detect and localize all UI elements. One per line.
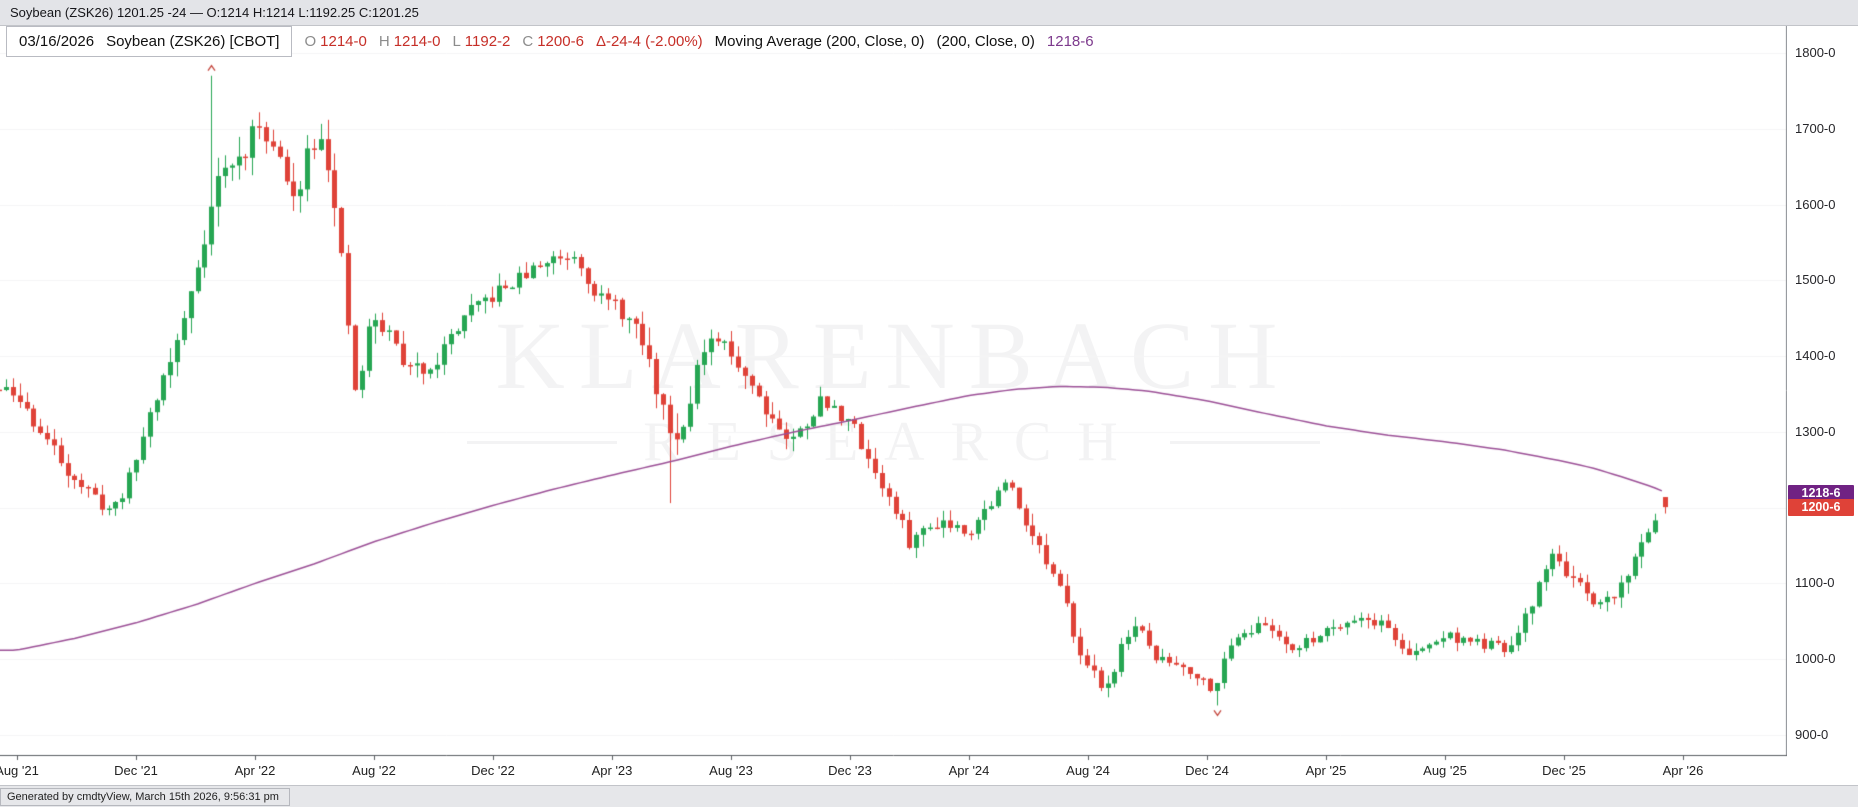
ohlc-letter: L — [452, 33, 461, 50]
price-chart-canvas[interactable] — [0, 26, 1787, 785]
price-tick-label: 1400-0 — [1795, 348, 1836, 364]
price-tick-label: 1300-0 — [1795, 423, 1836, 439]
time-tick-label: Dec '25 — [1542, 763, 1586, 778]
price-tick-label: 1100-0 — [1795, 575, 1835, 591]
ohlc-pair: C 1200-6 — [522, 33, 584, 50]
window-titlebar: Soybean (ZSK26) 1201.25 -24 — O:1214 H:1… — [0, 0, 1858, 26]
time-tick-label: Aug '25 — [1423, 763, 1467, 778]
price-badge: 1218-6 — [1788, 485, 1854, 503]
time-tick-label: Dec '23 — [828, 763, 872, 778]
symbol-box[interactable]: 03/16/2026 Soybean (ZSK26) [CBOT] — [6, 26, 293, 57]
footer-bar: Generated by cmdtyView, March 15th 2026,… — [0, 785, 1858, 807]
time-tick-label: Apr '26 — [1662, 763, 1704, 778]
study-params: (200, Close, 0) — [936, 33, 1035, 50]
chart-date: 03/16/2026 — [19, 33, 95, 50]
price-tick-label: 1600-0 — [1795, 196, 1836, 212]
time-tick-label: Apr '24 — [948, 763, 990, 778]
time-tick-label: Aug '22 — [352, 763, 396, 778]
price-badge: 1200-6 — [1788, 499, 1854, 517]
ohlc-letter: C — [522, 33, 534, 50]
time-tick-label: Apr '23 — [591, 763, 633, 778]
ohlc-pair: H 1214-0 — [379, 33, 441, 50]
generated-by-label: Generated by cmdtyView, March 15th 2026,… — [0, 788, 290, 806]
study-value: 1218-6 — [1046, 33, 1094, 50]
price-tick-label: 1700-0 — [1795, 120, 1836, 136]
price-axis[interactable]: 1800-0 1700-0 1600-0 1500-0 1400-0 1300-0 1200… — [1787, 26, 1858, 785]
ohlc-letter: O — [304, 33, 317, 50]
time-axis[interactable]: Aug '21 Dec '21 Apr '22 Aug '22 Dec '22 Apr '… — [0, 759, 1787, 785]
chart-panel: KLARENBACH RESEARCH 03/16/2026 Soybean (… — [0, 26, 1858, 785]
window-title: Soybean (ZSK26) 1201.25 -24 — O:1214 H:1… — [10, 5, 419, 20]
ohlc-value: 1192-2 — [464, 33, 511, 50]
price-tick-label: 900-0 — [1795, 727, 1829, 742]
time-tick-label: Dec '21 — [114, 763, 158, 778]
ohlc-value: 1200-6 — [537, 33, 584, 50]
ohlc-group: O 1214-0 H 1214-0 L 1192-2 C 1200-6 — [304, 33, 583, 50]
time-tick-label: Aug '23 — [709, 763, 753, 778]
time-tick-label: Apr '22 — [234, 763, 276, 778]
time-tick-label: Aug '24 — [1066, 763, 1110, 778]
ohlc-value: 1214-0 — [320, 33, 367, 50]
ohlc-pair: L 1192-2 — [452, 33, 510, 50]
price-tick-label: 1800-0 — [1795, 45, 1836, 60]
ohlc-pair: O 1214-0 — [304, 33, 366, 50]
time-tick-label: Dec '24 — [1185, 763, 1229, 778]
price-tick-label: 1500-0 — [1795, 272, 1836, 288]
study-label[interactable]: Moving Average (200, Close, 0) — [714, 33, 925, 50]
time-tick-label: Dec '22 — [471, 763, 515, 778]
time-tick-label: Aug '21 — [0, 763, 39, 778]
ohlc-value: 1214-0 — [393, 33, 441, 50]
chart-header: 03/16/2026 Soybean (ZSK26) [CBOT] O 1214-… — [6, 26, 1094, 57]
price-tick-label: 1000-0 — [1795, 651, 1836, 667]
time-tick-label: Apr '25 — [1305, 763, 1347, 778]
chart-symbol: Soybean (ZSK26) [CBOT] — [106, 33, 280, 50]
ohlc-letter: H — [378, 33, 390, 50]
change-value: Δ-24-4 (-2.00%) — [595, 33, 703, 50]
